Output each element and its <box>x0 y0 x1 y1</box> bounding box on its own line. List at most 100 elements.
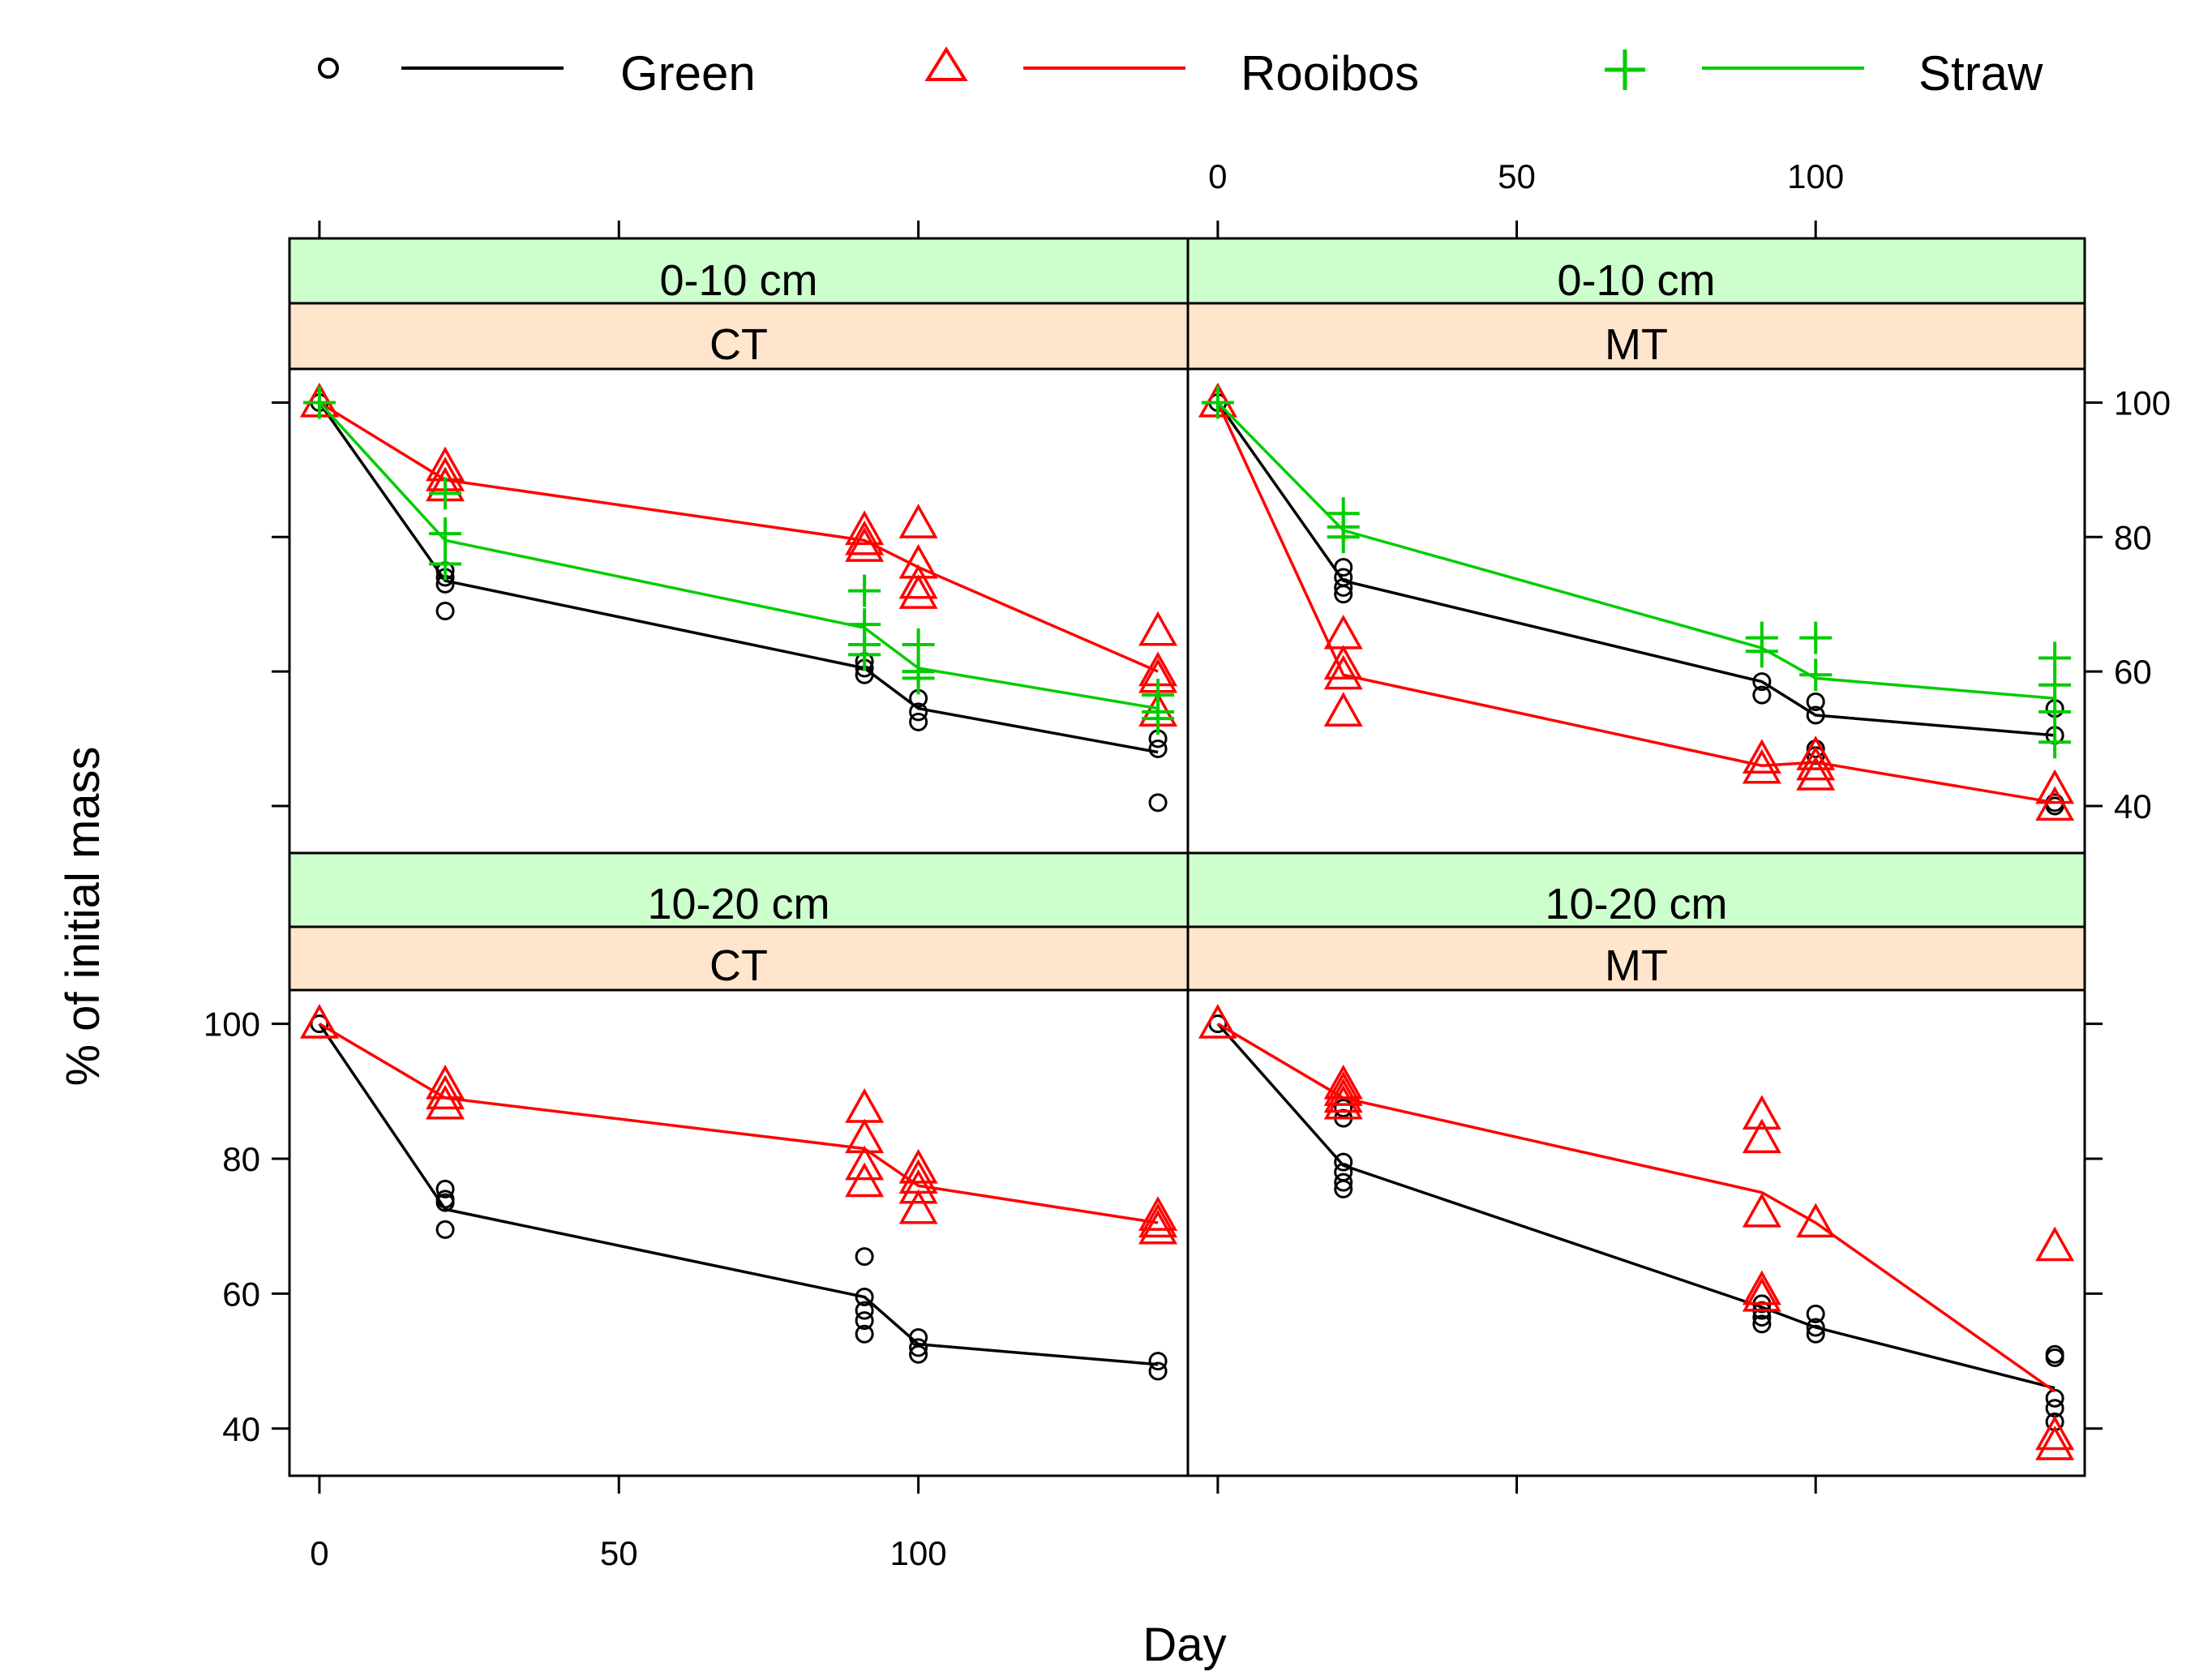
panel-10-20-cm-mt-green-point-3 <box>1334 1152 1353 1172</box>
panel-10-20-cm-ct-green-point-11 <box>909 1338 928 1357</box>
panel-10-20-cm-ct-rooibos-point-14 <box>1138 1209 1178 1245</box>
panel-10-20-cm-ct-green-point-8 <box>855 1311 874 1331</box>
panel-0-10-cm-ct-straw-point-4 <box>848 574 881 607</box>
x-tick-label-top-0: 0 <box>1208 157 1227 195</box>
panel-0-10-cm-ct-rooibos-point-4 <box>845 510 885 546</box>
panel-0-10-cm-mt-green-point-6 <box>1752 685 1772 705</box>
panel-0-10-cm-mt-rooibos-point-8 <box>1796 745 1836 781</box>
legend-item-straw: Straw <box>1605 46 2043 101</box>
panel-10-20-cm-mt-rooibos-point-2 <box>1323 1071 1363 1106</box>
panel-0-10-cm-ct-green-point-10 <box>909 712 928 731</box>
panel-10-20-cm-ct-tillage-label: CT <box>709 941 768 990</box>
y-tick-label-right-60: 60 <box>2114 653 2152 691</box>
panel-0-10-cm-ct-rooibos-point-7 <box>898 504 938 538</box>
panel-10-20-cm-mt-green-point-1 <box>1334 1099 1353 1118</box>
legend: Green Rooibos Straw <box>318 46 2043 101</box>
panel-10-20-cm-ct-depth-label: 10-20 cm <box>647 880 830 928</box>
legend-label-rooibos: Rooibos <box>1241 46 1419 101</box>
panel-0-10-cm-ct-rooibos-point-9 <box>898 564 938 599</box>
panel-10-20-cm-ct-rooibos-point-5 <box>845 1118 885 1154</box>
panel-10-20-cm-mt-green-point-11 <box>1806 1304 1825 1323</box>
panel-10-20-cm-mt-tillage-label: MT <box>1605 941 1668 990</box>
panel-0-10-cm-mt-rooibos-point-9 <box>1796 756 1836 791</box>
panel-10-20-cm-mt-green-point-12 <box>1806 1318 1825 1337</box>
panel-10-20-cm-ct-rooibos-point-3 <box>426 1084 465 1120</box>
panel-10-20-cm-ct-green-point-9 <box>855 1324 874 1344</box>
panel-10-20-cm-ct-green-point-1 <box>435 1179 455 1198</box>
panel-10-20-cm-mt-rooibos-point-3 <box>1323 1078 1363 1113</box>
panel-10-20-cm-ct-rooibos-point-6 <box>845 1145 885 1181</box>
y-tick-label-left-100: 100 <box>204 1005 260 1044</box>
x-tick-label-top-50: 50 <box>1498 157 1536 195</box>
panel-0-10-cm-mt-straw-point-7 <box>1799 658 1833 692</box>
panel-10-20-cm-mt-rooibos-point-11 <box>2035 1226 2075 1262</box>
panel-10-20-cm-ct-rooibos-point-7 <box>845 1162 885 1198</box>
y-axis-title: % of initial mass <box>57 746 109 1086</box>
panel-0-10-cm-ct-straw-point-2 <box>429 517 462 551</box>
panel-0-10-cm-ct-rooibos-point-6 <box>845 527 885 562</box>
axes: 40 60 80 100 40 60 80 100 0 50 100 0 50 100 <box>204 157 2171 1572</box>
panel-10-20-cm-ct-green-point-4 <box>435 1220 455 1239</box>
legend-marker-rooibos <box>924 46 968 81</box>
panel-10-20-cm-mt-rooibos-point-8 <box>1742 1270 1781 1305</box>
legend-item-rooibos: Rooibos <box>924 46 1419 101</box>
x-axis-title: Day <box>1142 1618 1226 1671</box>
panel-0-10-cm-ct-rooibos-point-11 <box>1138 611 1178 646</box>
panel-10-20-cm-mt-green-line <box>1216 1022 2056 1390</box>
panel-0-10-cm-mt-depth-label: 0-10 cm <box>1557 256 1715 305</box>
panel-0-10-cm-mt-straw-point-10 <box>2038 695 2072 728</box>
panel-0-10-cm-mt-rooibos-point-4 <box>1323 692 1363 727</box>
panel-0-10-cm-ct-straw-point-0 <box>302 386 336 419</box>
panel-0-10-cm-mt-tillage-label: MT <box>1605 320 1668 369</box>
panel-10-20-cm-mt-frame <box>1186 988 2086 1477</box>
panel-0-10-cm-ct-green-point-9 <box>909 702 928 722</box>
panel-10-20-cm-mt-green-point-15 <box>2045 1348 2064 1367</box>
panel-10-20-cm-mt-depth-strip <box>1186 851 2086 928</box>
panel-0-10-cm-mt-straw-point-3 <box>1327 521 1360 554</box>
panel-0-10-cm-ct-rooibos-point-5 <box>845 520 885 555</box>
panel-0-10-cm-mt-rooibos-point-6 <box>1742 748 1781 784</box>
panel-0-10-cm-mt-straw-point-11 <box>2038 726 2072 759</box>
panel-0-10-cm-ct-straw-point-7 <box>848 638 881 671</box>
panel-10-20-cm-ct-green-point-12 <box>909 1344 928 1364</box>
legend-label-straw: Straw <box>1918 46 2043 101</box>
legend-label-green: Green <box>620 46 756 101</box>
panel-0-10-cm-ct-green-point-12 <box>1148 739 1168 758</box>
y-tick-label-left-80: 80 <box>222 1140 260 1178</box>
panel-0-10-cm-ct-rooibos-point-10 <box>898 574 938 609</box>
x-tick-label-bottom-100: 100 <box>890 1534 947 1572</box>
panel-10-20-cm-mt-tillage-strip <box>1186 925 2086 992</box>
legend-marker-green <box>318 58 339 79</box>
x-tick-label-top-100: 100 <box>1787 157 1844 195</box>
panel-0-10-cm-ct-green-point-13 <box>1148 793 1168 812</box>
panel-10-20-cm-mt-rooibos-point-10 <box>1796 1203 1836 1238</box>
y-tick-label-right-80: 80 <box>2114 518 2152 556</box>
panel-0-10-cm-ct-green-point-4 <box>435 602 455 620</box>
panel-0-10-cm-mt: 0-10 cm MT <box>1186 237 2086 855</box>
panel-10-20-cm-ct-green-point-6 <box>855 1288 874 1307</box>
panel-10-20-cm-mt-rooibos-point-12 <box>2035 1415 2075 1451</box>
panel-0-10-cm-ct-tillage-label: CT <box>709 320 768 369</box>
panel-10-20-cm-mt-rooibos-point-9 <box>1742 1276 1781 1312</box>
panel-0-10-cm-mt-rooibos-point-7 <box>1796 735 1836 770</box>
panel-10-20-cm-ct-green-line <box>318 1022 1159 1366</box>
panel-10-20-cm-mt: 10-20 cm MT <box>1186 851 2086 1477</box>
panel-0-10-cm-mt-green-point-7 <box>1806 692 1825 711</box>
panel-10-20-cm-ct-green-point-5 <box>855 1247 874 1267</box>
panel-0-10-cm-mt-green-point-1 <box>1334 558 1353 577</box>
panel-0-10-cm-ct-depth-label: 0-10 cm <box>659 256 817 305</box>
x-tick-label-bottom-50: 50 <box>600 1534 638 1572</box>
panel-10-20-cm-ct-green-point-14 <box>1148 1361 1168 1381</box>
panel-10-20-cm-ct-green-point-13 <box>1148 1352 1168 1371</box>
panel-10-20-cm-mt-depth-label: 10-20 cm <box>1545 880 1727 928</box>
panel-0-10-cm-mt-green-point-3 <box>1334 577 1353 597</box>
panel-10-20-cm-mt-rooibos-point-13 <box>2035 1425 2075 1460</box>
y-tick-label-left-60: 60 <box>222 1275 260 1313</box>
panel-0-10-cm-mt-rooibos-point-10 <box>2035 769 2075 804</box>
panel-0-10-cm-mt-straw-point-0 <box>1201 386 1234 419</box>
panel-0-10-cm-ct-straw-point-13 <box>1142 702 1175 735</box>
panel-0-10-cm-mt-rooibos-point-2 <box>1323 645 1363 680</box>
panel-10-20-cm-mt-green-point-13 <box>1806 1324 1825 1344</box>
panel-0-10-cm-ct-rooibos-line <box>318 401 1159 673</box>
panel-0-10-cm-mt-green-point-8 <box>1806 705 1825 725</box>
